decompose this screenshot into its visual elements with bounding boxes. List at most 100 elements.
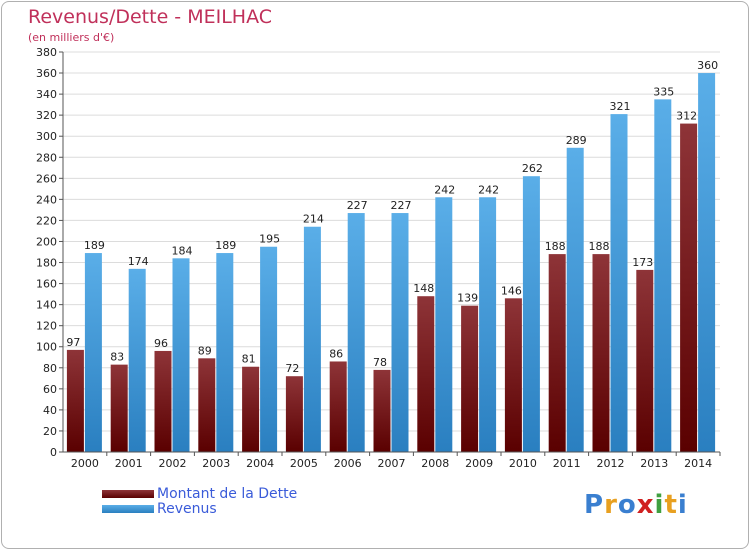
data-label-debt: 146 [501, 284, 522, 297]
x-tick-label: 2004 [246, 457, 274, 470]
x-axis-ticks: 2000 2001 2002 2003 2004 2005 2006 2007 2008 2009… [71, 452, 721, 470]
bar-debt [373, 369, 391, 452]
bar-revenus [566, 147, 584, 452]
y-tick-label: 320 [36, 109, 57, 122]
y-tick-label: 180 [36, 257, 57, 270]
bar-debt [285, 376, 303, 452]
logo-letter: P [584, 490, 605, 520]
y-tick-label: 360 [36, 67, 57, 80]
x-tick-label: 2013 [640, 457, 668, 470]
x-tick-label: 2000 [71, 457, 99, 470]
logo-letter: i [654, 490, 665, 520]
bars [66, 73, 716, 453]
data-label-revenus: 214 [303, 213, 324, 226]
data-label-debt: 173 [632, 256, 653, 269]
bar-revenus [347, 213, 365, 452]
bar-revenus [522, 176, 540, 453]
axes [62, 52, 720, 453]
data-label-revenus: 335 [653, 85, 674, 98]
data-label-revenus: 242 [478, 183, 499, 196]
x-tick-label: 2009 [465, 457, 493, 470]
data-label-revenus: 189 [215, 239, 236, 252]
data-label-debt: 83 [110, 351, 124, 364]
x-tick-label: 2007 [378, 457, 406, 470]
x-tick-label: 2014 [684, 457, 712, 470]
y-tick-label: 0 [50, 446, 57, 459]
bar-debt [329, 361, 347, 452]
data-label-revenus: 360 [697, 59, 718, 72]
x-tick-label: 2010 [509, 457, 537, 470]
bar-revenus [84, 253, 102, 452]
data-label-debt: 86 [329, 347, 343, 360]
y-tick-label: 260 [36, 172, 57, 185]
legend-swatch-debt [102, 490, 154, 498]
bar-revenus [128, 268, 146, 452]
bar-debt [504, 298, 522, 452]
bar-revenus [698, 73, 716, 452]
bar-debt [198, 358, 216, 452]
y-tick-label: 80 [43, 362, 57, 375]
bar-revenus [479, 197, 497, 452]
data-label-debt: 188 [589, 240, 610, 253]
chart-subtitle: (en milliers d'€) [28, 31, 115, 44]
x-tick-label: 2008 [421, 457, 449, 470]
data-label-revenus: 195 [259, 233, 280, 246]
x-tick-label: 2012 [597, 457, 625, 470]
data-label-revenus: 262 [522, 162, 543, 175]
y-tick-label: 140 [36, 299, 57, 312]
y-axis-ticks: 0 20 40 60 80 100 120 140 160 180 200 220 240 260 280 3… [36, 46, 63, 459]
y-tick-label: 240 [36, 193, 57, 206]
logo-letter: r [604, 490, 618, 520]
data-label-debt: 89 [198, 344, 212, 357]
y-tick-label: 60 [43, 383, 57, 396]
chart-title: Revenus/Dette - MEILHAC [28, 6, 273, 28]
y-tick-label: 40 [43, 404, 57, 417]
data-label-revenus: 189 [84, 239, 105, 252]
bar-revenus [216, 253, 234, 452]
y-tick-label: 20 [43, 425, 57, 438]
bar-revenus [303, 226, 321, 452]
data-label-debt: 96 [154, 337, 168, 350]
data-label-revenus: 174 [128, 255, 149, 268]
proxiti-logo: Proxiti [584, 490, 688, 520]
data-label-revenus: 321 [610, 100, 631, 113]
y-tick-label: 340 [36, 88, 57, 101]
y-tick-label: 280 [36, 151, 57, 164]
data-label-revenus: 227 [347, 199, 368, 212]
logo-letter: i [677, 490, 688, 520]
y-tick-label: 120 [36, 320, 57, 333]
logo-letter: x [636, 490, 655, 520]
legend-swatch-revenus [102, 505, 154, 513]
bar-debt [461, 305, 479, 452]
data-label-revenus: 289 [566, 134, 587, 147]
bar-debt [154, 350, 172, 452]
bar-debt [417, 296, 435, 452]
y-tick-label: 300 [36, 130, 57, 143]
bar-debt [636, 269, 654, 452]
legend-label-debt: Montant de la Dette [157, 486, 298, 502]
bar-debt [592, 254, 610, 452]
bar-revenus [172, 258, 190, 452]
bar-debt [110, 364, 128, 452]
bar-revenus [260, 246, 278, 452]
bar-revenus [654, 99, 672, 453]
legend-label-revenus: Revenus [157, 501, 217, 517]
bar-debt [680, 123, 698, 452]
logo-letter: o [617, 490, 637, 520]
data-label-debt: 78 [373, 356, 387, 369]
data-label-debt: 188 [545, 240, 566, 253]
data-label-revenus: 242 [434, 183, 455, 196]
bar-debt [548, 254, 566, 452]
y-tick-label: 200 [36, 235, 57, 248]
y-tick-label: 100 [36, 341, 57, 354]
y-tick-label: 160 [36, 278, 57, 291]
x-tick-label: 2001 [115, 457, 143, 470]
x-tick-label: 2006 [334, 457, 362, 470]
data-label-debt: 148 [413, 282, 434, 295]
y-tick-label: 380 [36, 46, 57, 59]
data-label-debt: 81 [242, 353, 256, 366]
data-label-debt: 97 [66, 336, 80, 349]
logo-letter: t [664, 490, 678, 520]
